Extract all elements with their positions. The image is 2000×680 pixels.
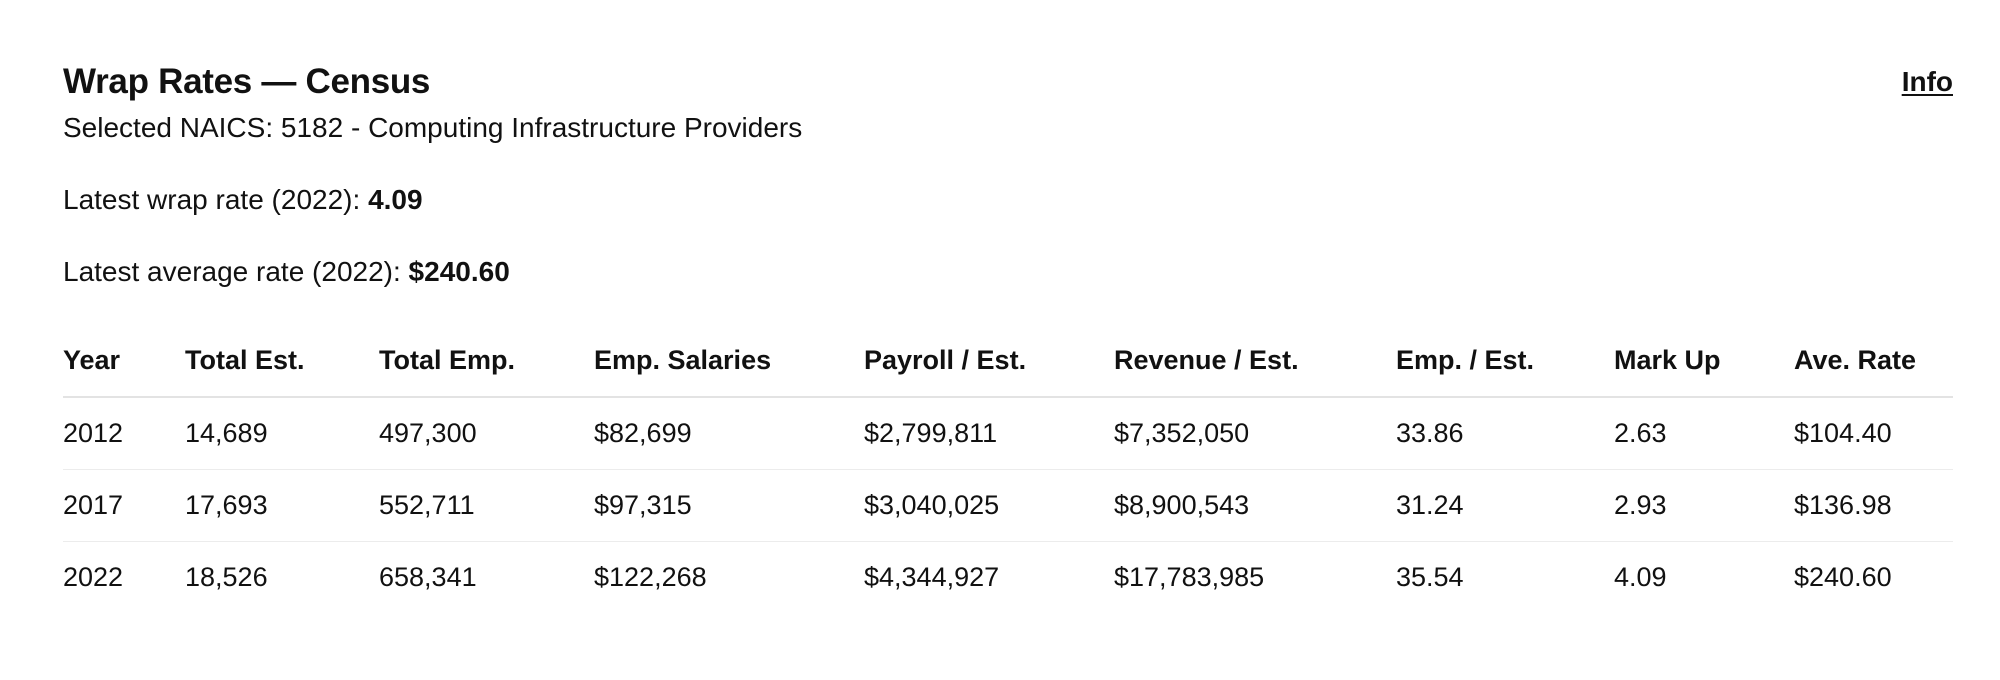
table-cell: 4.09: [1614, 562, 1667, 592]
table-cell: $136.98: [1794, 469, 1953, 542]
latest-wrap-rate-label: Latest wrap rate (2022):: [63, 184, 361, 215]
selected-naics-value: 5182 - Computing Infrastructure Provider…: [280, 112, 803, 143]
table-cell: 552,711: [379, 469, 594, 542]
table-row: 2012 14,689 497,300 $82,699 $2,799,811 $…: [63, 397, 1953, 470]
table-cell: $7,352,050: [1114, 397, 1396, 470]
selected-naics: Selected NAICS: 5182 - Computing Infrast…: [63, 112, 1953, 144]
column-header-emp-salaries: Emp. Salaries: [594, 324, 864, 398]
latest-wrap-rate-value: 4.09: [368, 184, 423, 215]
table-cell: 2017: [63, 469, 185, 542]
panel-header: Wrap Rates — Census Info: [63, 62, 1953, 114]
table-cell: 2.63: [1614, 397, 1794, 470]
table-cell: 658,341: [379, 562, 477, 592]
table-cell: $4,344,927: [864, 562, 1000, 592]
column-header-revenue-per-est: Revenue / Est.: [1114, 324, 1396, 398]
table-cell: 2022: [63, 562, 124, 592]
column-header-year: Year: [63, 324, 185, 398]
table-row: 2022 18,526 658,341 $122,268 $4,344,927 …: [63, 542, 1953, 614]
table-row: 2017 17,693 552,711 $97,315 $3,040,025 $…: [63, 469, 1953, 542]
table-cell: $3,040,025: [864, 469, 1114, 542]
table-cell: $8,900,543: [1114, 469, 1396, 542]
table-cell: $240.60: [1794, 562, 1892, 592]
table-cell: 35.54: [1396, 562, 1464, 592]
table-cell: $82,699: [594, 397, 864, 470]
table-cell: 33.86: [1396, 397, 1614, 470]
table-cell: $97,315: [594, 469, 864, 542]
table-cell: 14,689: [185, 397, 379, 470]
column-header-total-emp: Total Emp.: [379, 324, 594, 398]
latest-average-rate-label: Latest average rate (2022):: [63, 256, 401, 287]
table-cell: 2012: [63, 397, 185, 470]
wrap-rates-panel: Wrap Rates — Census Info Selected NAICS:…: [63, 62, 1953, 613]
column-header-emp-per-est: Emp. / Est.: [1396, 324, 1614, 398]
table-cell: 31.24: [1396, 469, 1614, 542]
wrap-rates-table: Year Total Est. Total Emp. Emp. Salaries…: [63, 324, 1953, 613]
table-cell: 497,300: [379, 397, 594, 470]
table-header-row: Year Total Est. Total Emp. Emp. Salaries…: [63, 324, 1953, 398]
selected-naics-label: Selected NAICS:: [63, 112, 274, 143]
table-cell: 17,693: [185, 469, 379, 542]
latest-average-rate-value: $240.60: [408, 256, 510, 287]
table-cell: $122,268: [594, 562, 707, 592]
latest-average-rate: Latest average rate (2022): $240.60: [63, 256, 1953, 288]
table-cell: $104.40: [1794, 397, 1953, 470]
panel-title: Wrap Rates — Census: [63, 62, 431, 101]
column-header-ave-rate: Ave. Rate: [1794, 324, 1953, 398]
table-cell: $17,783,985: [1114, 562, 1265, 592]
table-cell: 2.93: [1614, 469, 1794, 542]
column-header-mark-up: Mark Up: [1614, 324, 1794, 398]
table-cell: $2,799,811: [864, 397, 1114, 470]
table-cell: 18,526: [185, 562, 268, 592]
info-link[interactable]: Info: [1901, 66, 1953, 97]
latest-wrap-rate: Latest wrap rate (2022): 4.09: [63, 184, 1953, 216]
column-header-payroll-per-est: Payroll / Est.: [864, 324, 1114, 398]
column-header-total-est: Total Est.: [185, 324, 379, 398]
